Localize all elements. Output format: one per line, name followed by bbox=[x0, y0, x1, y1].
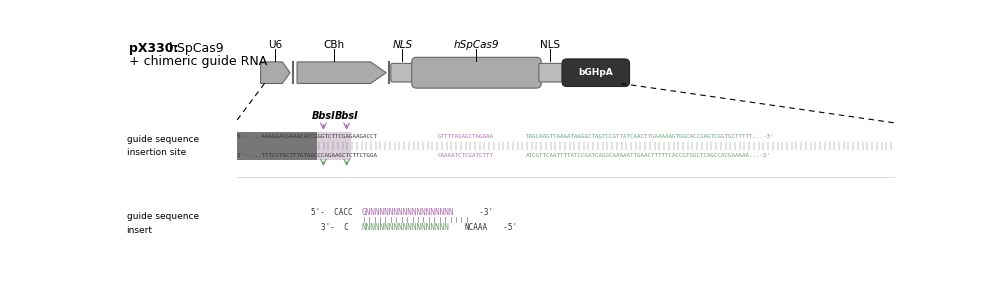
Text: bGHpA: bGHpA bbox=[578, 68, 613, 77]
Text: NLS: NLS bbox=[392, 40, 413, 50]
Text: pX330:: pX330: bbox=[129, 42, 178, 55]
Text: 3'- ...TTTCCTGCTTTGTGGCCCAGAAGCTCTTCTGGA: 3'- ...TTTCCTGCTTTGTGGCCCAGAAGCTCTTCTGGA bbox=[237, 152, 377, 158]
Polygon shape bbox=[297, 62, 386, 84]
Polygon shape bbox=[261, 62, 290, 84]
FancyBboxPatch shape bbox=[562, 59, 630, 86]
Text: CBh: CBh bbox=[323, 40, 344, 50]
Text: NLS: NLS bbox=[540, 40, 561, 50]
Text: 5'-  CACC: 5'- CACC bbox=[311, 207, 353, 217]
Text: GNNNNNNNNNNNNNNNNNNN: GNNNNNNNNNNNNNNNNNNN bbox=[361, 207, 454, 217]
Text: TAGCAAGTTAAAATAAGGCTAGTCCGTTATCAACTTGAAAAAGTGGCACCGAGTCGGTGCTTTTT...-3': TAGCAAGTTAAAATAAGGCTAGTCCGTTATCAACTTGAAA… bbox=[526, 134, 774, 139]
Text: guide sequence: guide sequence bbox=[127, 135, 199, 144]
Text: BbsI: BbsI bbox=[312, 111, 335, 121]
FancyBboxPatch shape bbox=[391, 63, 414, 82]
Text: -5': -5' bbox=[494, 223, 517, 232]
Text: 3'-  C: 3'- C bbox=[321, 223, 349, 232]
Text: insertion site: insertion site bbox=[127, 148, 186, 156]
Text: hSpCas9: hSpCas9 bbox=[454, 40, 499, 50]
FancyBboxPatch shape bbox=[412, 57, 541, 88]
Text: ATCGTTCAATTTTATCCGATCAGGCAAAAATTGAACTTTTTCACCGTGGCTCAGCCACGAAAAA...-5': ATCGTTCAATTTTATCCGATCAGGCAAAAATTGAACTTTT… bbox=[526, 152, 771, 158]
FancyBboxPatch shape bbox=[539, 63, 562, 82]
Text: insert: insert bbox=[127, 226, 153, 235]
Text: hSpCas9: hSpCas9 bbox=[165, 42, 224, 55]
FancyBboxPatch shape bbox=[237, 132, 317, 160]
Text: CAAAATCTCGATCTTT: CAAAATCTCGATCTTT bbox=[437, 152, 493, 158]
Text: + chimeric guide RNA: + chimeric guide RNA bbox=[129, 55, 267, 68]
FancyBboxPatch shape bbox=[317, 132, 351, 160]
Text: guide sequence: guide sequence bbox=[127, 212, 199, 221]
Text: -3': -3' bbox=[470, 207, 493, 217]
Text: GTTTTAGAGCTAGAAA: GTTTTAGAGCTAGAAA bbox=[437, 134, 493, 139]
Text: 5'- ...AAAGGACGAAACACCGGGTCTTCGAGAAGACCT: 5'- ...AAAGGACGAAACACCGGGTCTTCGAGAAGACCT bbox=[237, 134, 377, 139]
Text: BbsI: BbsI bbox=[335, 111, 359, 121]
Text: U6: U6 bbox=[268, 40, 282, 50]
Text: NNNNNNNNNNNNNNNNNNN: NNNNNNNNNNNNNNNNNNN bbox=[361, 223, 449, 232]
Text: NCAAA: NCAAA bbox=[464, 223, 488, 232]
